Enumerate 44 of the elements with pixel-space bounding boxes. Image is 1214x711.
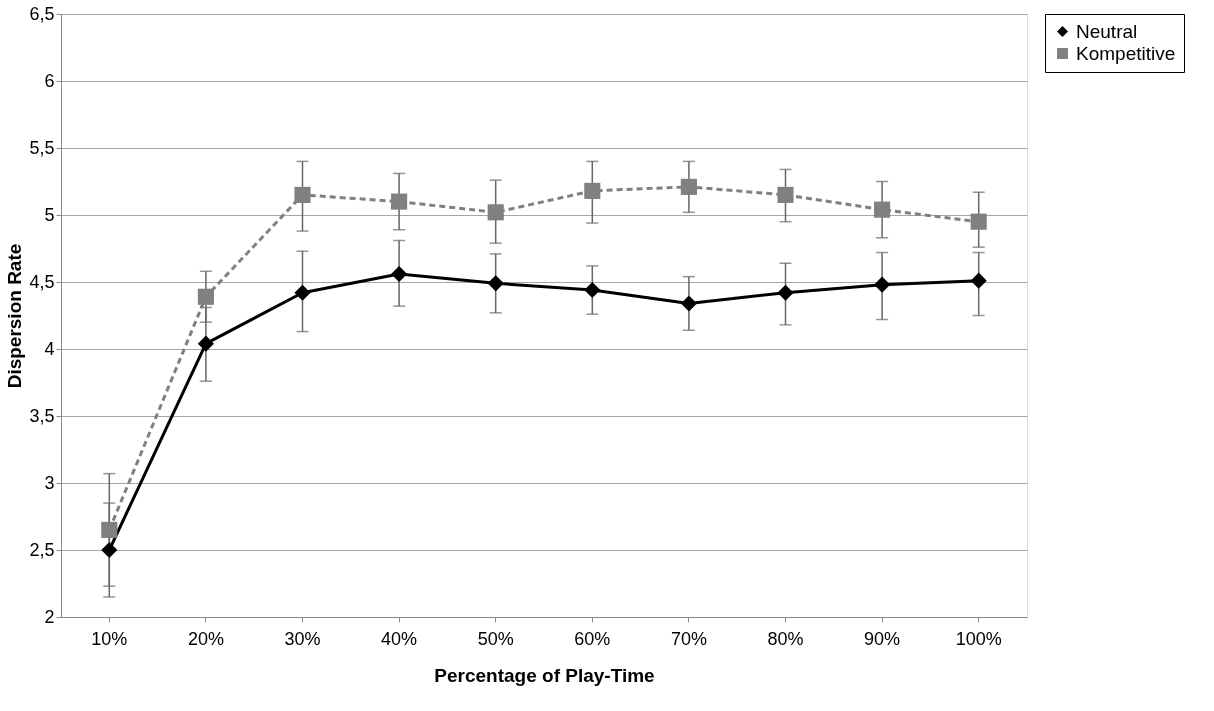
legend-label: Kompetitive bbox=[1076, 42, 1176, 64]
point bbox=[487, 275, 504, 292]
point bbox=[680, 178, 697, 195]
point bbox=[777, 284, 794, 301]
y-tick-label: 4,5 bbox=[29, 271, 55, 292]
point bbox=[294, 186, 311, 203]
point bbox=[391, 265, 408, 283]
point bbox=[487, 204, 504, 221]
point bbox=[874, 201, 891, 218]
y-axis-title: Dispersion Rate bbox=[4, 243, 26, 389]
x-tick-label: 70% bbox=[670, 628, 707, 649]
point bbox=[584, 281, 601, 299]
y-tick-label: 3 bbox=[44, 472, 55, 493]
x-tick-label: 80% bbox=[767, 628, 804, 649]
x-axis-title: Percentage of Play-Time bbox=[434, 664, 655, 686]
x-tick-label: 20% bbox=[187, 628, 224, 649]
point bbox=[391, 193, 408, 210]
x-tick-label: 40% bbox=[381, 628, 418, 649]
x-tick-label: 90% bbox=[864, 628, 901, 649]
y-tick-label: 5 bbox=[44, 204, 55, 225]
point bbox=[874, 276, 891, 293]
y-tick-label: 3,5 bbox=[29, 405, 55, 426]
legend-label: Neutral bbox=[1076, 20, 1138, 42]
point bbox=[101, 521, 118, 538]
x-tick-label: 100% bbox=[955, 628, 1002, 649]
y-tick-label: 6 bbox=[44, 70, 55, 91]
x-tick-label: 50% bbox=[477, 628, 514, 649]
x-tick-label: 10% bbox=[91, 628, 128, 649]
y-tick-label: 5,5 bbox=[29, 137, 55, 158]
y-tick-label: 4 bbox=[44, 338, 55, 359]
point bbox=[294, 284, 311, 301]
point bbox=[197, 335, 214, 352]
point bbox=[101, 541, 118, 559]
point bbox=[970, 272, 987, 289]
point bbox=[777, 186, 794, 203]
point bbox=[197, 288, 214, 305]
y-tick-label: 6,5 bbox=[29, 3, 55, 24]
point bbox=[970, 213, 987, 230]
y-tick-label: 2,5 bbox=[29, 539, 55, 560]
x-tick-label: 30% bbox=[284, 628, 321, 649]
y-tick-label: 2 bbox=[44, 606, 55, 627]
point bbox=[584, 182, 601, 199]
x-tick-label: 60% bbox=[574, 628, 611, 649]
point bbox=[680, 295, 697, 312]
